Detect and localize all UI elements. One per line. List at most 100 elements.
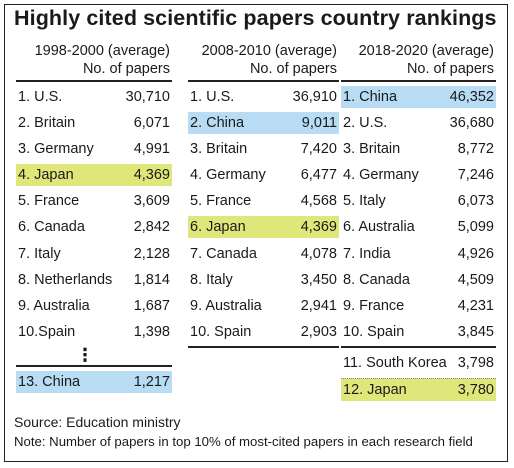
column-header: 2008-2010 (average) No. of papers (188, 42, 339, 80)
country-name: 8. Netherlands (18, 271, 113, 288)
country-name: 4. Germany (343, 167, 419, 184)
paper-count: 4,568 (300, 193, 337, 210)
papers-label: No. of papers (249, 61, 337, 77)
country-name: 10. Spain (343, 323, 405, 340)
ranking-column-3: 2018-2020 (average) No. of papers 1. China… (341, 42, 496, 405)
ranking-row: 9. Australia 1,687 (16, 295, 172, 317)
paper-count: 8,772 (457, 141, 494, 158)
ranking-row: 9. France 4,231 (341, 295, 496, 317)
paper-count: 3,450 (300, 271, 337, 288)
paper-count: 4,991 (133, 141, 170, 158)
ranking-row: 1. U.S. 30,710 (16, 86, 172, 108)
country-name: 9. Australia (190, 297, 262, 314)
ranking-row: 2. Britain 6,071 (16, 112, 172, 134)
paper-count: 4,369 (300, 219, 337, 236)
footnote: Note: Number of papers in top 10% of mos… (14, 434, 473, 449)
header-rule (188, 80, 339, 82)
paper-count: 3,798 (457, 354, 494, 371)
ranking-row: 3. Germany 4,991 (16, 138, 172, 160)
paper-count: 2,903 (300, 323, 337, 340)
country-name: 2. China (190, 115, 245, 132)
section-rule (188, 345, 339, 348)
country-name: 7. Italy (18, 245, 61, 262)
paper-count: 1,687 (133, 297, 170, 314)
paper-count: 4,509 (457, 271, 494, 288)
ranking-row: 13. China 1,217 (16, 370, 172, 393)
ranking-row: 5. Italy 6,073 (341, 190, 496, 212)
ranking-column-1: 1998-2000 (average) No. of papers 1. U.S. 3… (16, 42, 172, 397)
country-name: 6. Japan (190, 219, 246, 236)
ranking-row: 11. South Korea 3,798 (341, 352, 496, 374)
country-name: 3. Britain (190, 141, 248, 158)
ranking-row: 6. Canada 2,842 (16, 216, 172, 238)
ranking-row: 8. Canada 4,509 (341, 269, 496, 291)
source-note: Source: Education ministry (14, 414, 181, 430)
ranking-row: 10. Spain 3,845 (341, 321, 496, 343)
paper-count: 36,910 (292, 89, 337, 105)
country-name: 1. U.S. (190, 89, 235, 105)
period-label: 1998-2000 (average) (34, 43, 170, 59)
paper-count: 3,845 (457, 323, 494, 340)
country-name: 11. South Korea (343, 354, 447, 371)
country-name: 7. Canada (190, 245, 257, 262)
ranking-column-2: 2008-2010 (average) No. of papers 1. U.S. 3… (188, 42, 339, 352)
column-header: 1998-2000 (average) No. of papers (16, 42, 172, 80)
country-name: 8. Italy (190, 271, 233, 288)
ranking-row: 7. Canada 4,078 (188, 243, 339, 265)
ranking-row: 8. Italy 3,450 (188, 269, 339, 291)
country-name: 7. India (343, 245, 391, 262)
paper-count: 1,217 (133, 373, 170, 390)
paper-count: 36,680 (449, 115, 494, 132)
ranking-row: 6. Australia 5,099 (341, 216, 496, 238)
ranking-row: 5. France 3,609 (16, 190, 172, 212)
period-label: 2018-2020 (average) (358, 43, 494, 59)
paper-count: 46,352 (449, 89, 494, 105)
vertical-ellipsis: ⋮ (76, 344, 94, 365)
country-name: 5. France (18, 193, 80, 210)
header-rule (16, 80, 172, 82)
country-name: 10.Spain (18, 323, 76, 340)
paper-count: 2,842 (133, 219, 170, 236)
paper-count: 7,420 (300, 141, 337, 158)
paper-count: 6,073 (457, 193, 494, 210)
paper-count: 9,011 (301, 115, 337, 132)
country-name: 3. Britain (343, 141, 401, 158)
paper-count: 6,071 (133, 115, 170, 132)
paper-count: 4,926 (457, 245, 494, 262)
section-rule (16, 364, 172, 367)
ranking-row: 7. Italy 2,128 (16, 243, 172, 265)
paper-count: 1,398 (133, 323, 170, 340)
paper-count: 6,477 (300, 167, 337, 184)
ranking-row: 3. Britain 7,420 (188, 138, 339, 160)
country-name: 8. Canada (343, 271, 410, 288)
ranking-row: 12. Japan 3,780 (341, 378, 496, 402)
ranking-row: 7. India 4,926 (341, 243, 496, 265)
country-name: 2. U.S. (343, 115, 388, 132)
paper-count: 4,231 (457, 297, 494, 314)
ranking-row: 2. U.S. 36,680 (341, 112, 496, 134)
infographic-frame (4, 4, 508, 462)
ranking-row: 4. Germany 7,246 (341, 164, 496, 186)
country-name: 5. Italy (343, 193, 386, 210)
ranking-row: 9. Australia 2,941 (188, 295, 339, 317)
chart-title: Highly cited scientific papers country r… (14, 6, 497, 30)
ranking-row: 2. China 9,011 (188, 112, 339, 135)
ranking-row: 5. France 4,568 (188, 190, 339, 212)
ranking-row: 1. U.S. 36,910 (188, 86, 339, 108)
paper-count: 1,814 (133, 271, 170, 288)
ellipsis-gap: ⋮ (16, 344, 172, 365)
section-rule (341, 345, 496, 348)
country-name: 10. Spain (190, 323, 252, 340)
country-name: 3. Germany (18, 141, 94, 158)
ranking-row: 4. Germany 6,477 (188, 164, 339, 186)
country-name: 5. France (190, 193, 252, 210)
ranking-row: 4. Japan 4,369 (16, 164, 172, 187)
papers-label: No. of papers (82, 61, 170, 77)
paper-count: 3,609 (133, 193, 170, 210)
paper-count: 30,710 (125, 89, 170, 105)
paper-count: 5,099 (457, 219, 494, 236)
country-name: 13. China (18, 373, 81, 390)
period-label: 2008-2010 (average) (201, 43, 337, 59)
country-name: 1. China (343, 89, 398, 105)
ranking-row: 1. China 46,352 (341, 86, 496, 108)
